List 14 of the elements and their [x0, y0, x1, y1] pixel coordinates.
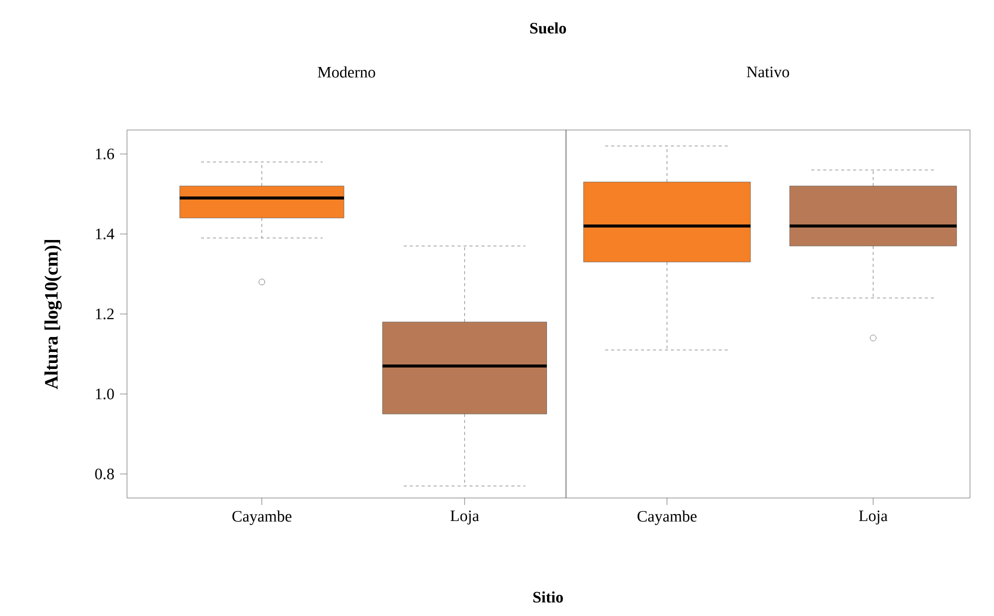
y-tick-label: 1.2	[96, 308, 114, 320]
x-tick-label: Cayambe	[638, 510, 697, 525]
chart-title: Suelo	[530, 22, 566, 34]
y-tick-label: 1.6	[96, 148, 114, 160]
chart-subtitle: Nativo	[746, 66, 790, 78]
x-tick-label: Cayambe	[232, 510, 292, 525]
y-axis-title: Altura [log10(cm)]	[44, 240, 62, 390]
x-tick-label: Loja	[450, 510, 480, 524]
x-tick-label: Loja	[858, 510, 888, 524]
y-tick-label: 0.8	[95, 468, 114, 480]
y-tick-label: 1.0	[96, 388, 114, 400]
y-tick-label: 1.4	[96, 228, 114, 240]
x-axis-title: Sitio	[533, 591, 563, 603]
chart-subtitle: Moderno	[318, 66, 376, 78]
